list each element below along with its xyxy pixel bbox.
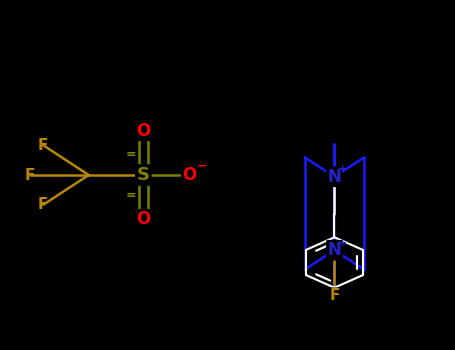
Text: F: F	[38, 197, 48, 212]
Text: S: S	[137, 166, 150, 184]
Text: O: O	[136, 210, 151, 228]
Text: O: O	[182, 166, 196, 184]
Text: F: F	[38, 138, 48, 153]
Text: =: =	[125, 148, 136, 161]
Text: O: O	[136, 122, 151, 140]
Text: N: N	[328, 168, 341, 186]
Text: N: N	[328, 241, 341, 259]
Text: −: −	[196, 160, 207, 173]
Text: +: +	[338, 238, 347, 247]
Text: +: +	[338, 164, 347, 174]
Text: F: F	[25, 168, 35, 182]
Text: F: F	[329, 288, 339, 303]
Text: =: =	[125, 189, 136, 202]
